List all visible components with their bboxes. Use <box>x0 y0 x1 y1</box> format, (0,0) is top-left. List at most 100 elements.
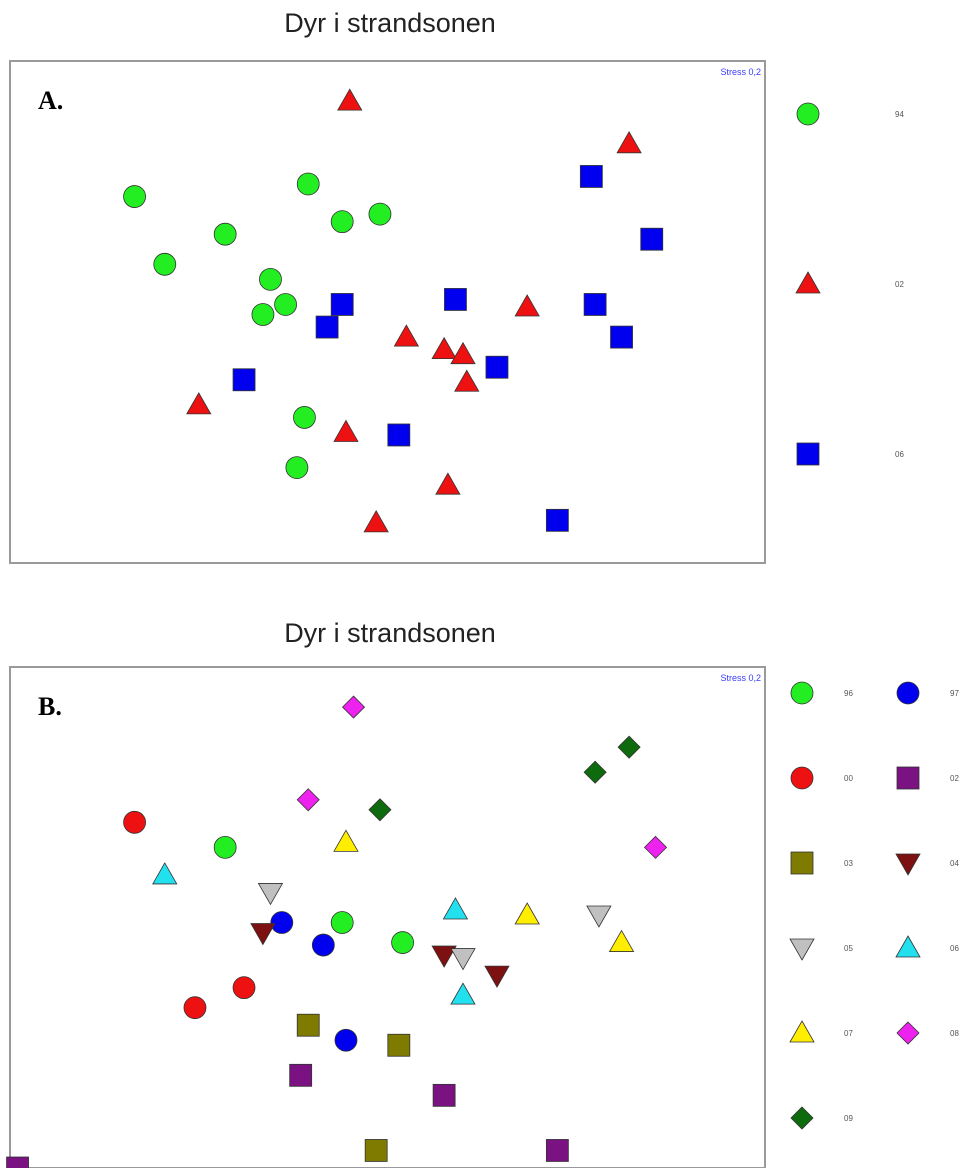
point-b-06-2 <box>442 897 469 920</box>
legend-marker-b-96 <box>790 681 814 705</box>
point-a-02-1 <box>337 88 363 111</box>
point-b-96-3 <box>391 931 415 954</box>
legend-marker-b-00 <box>790 766 814 790</box>
legend-label-a-94: 94 <box>895 110 904 119</box>
point-b-02-1 <box>289 1063 313 1087</box>
legend-label-b-07: 07 <box>844 1029 853 1038</box>
legend-marker-a-02 <box>795 271 821 294</box>
point-b-96-2 <box>330 911 354 934</box>
legend-label-b-09: 09 <box>844 1114 853 1123</box>
point-b-09-1 <box>617 735 641 759</box>
legend-label-b-96: 96 <box>844 689 853 698</box>
scatter-plot-a: A. Stress 0,2 94 02 06 <box>9 60 904 564</box>
legend-label-a-02: 02 <box>895 280 904 289</box>
point-b-04-3 <box>484 965 510 988</box>
point-b-97-1 <box>270 911 294 934</box>
point-a-02-10 <box>435 472 461 495</box>
point-b-08-3 <box>643 835 668 859</box>
point-b-07-1 <box>333 829 359 852</box>
point-b-04-1 <box>250 923 276 946</box>
point-b-00-1 <box>123 810 146 834</box>
point-b-04-2 <box>431 945 457 968</box>
point-a-02-2 <box>616 131 642 154</box>
legend-marker-b-02 <box>896 766 920 790</box>
point-b-09-2 <box>583 760 607 784</box>
point-a-94-1 <box>123 185 146 208</box>
point-a-02-5 <box>431 336 457 360</box>
point-b-05-1 <box>257 883 284 906</box>
legend-marker-b-04 <box>895 853 921 876</box>
point-b-03-3 <box>364 1139 388 1162</box>
legend-marker-b-09 <box>790 1106 814 1130</box>
point-b-09-3 <box>368 798 392 822</box>
point-a-06-11 <box>545 508 569 532</box>
scatter-plot-b: B. Stress 0,2 96 97 00 02 03 04 05 06 07 08 09 <box>6 666 959 1168</box>
point-a-94-6 <box>368 202 392 226</box>
legend-marker-b-05 <box>789 938 815 961</box>
legend-label-b-08: 08 <box>950 1029 959 1038</box>
point-b-07-2 <box>514 902 540 925</box>
point-a-02-6 <box>450 341 476 365</box>
point-b-00-3 <box>183 996 207 1020</box>
legend-label-b-05: 05 <box>844 944 853 953</box>
point-b-02-2 <box>432 1083 456 1107</box>
point-b-03-1 <box>296 1013 320 1037</box>
point-b-97-3 <box>334 1028 358 1052</box>
legend-label-b-03: 03 <box>844 859 853 868</box>
point-a-94-2 <box>213 222 237 246</box>
plot-frame-a <box>9 60 766 564</box>
legend-marker-b-08 <box>896 1021 920 1045</box>
point-a-94-5 <box>330 210 354 234</box>
point-a-94-4 <box>296 172 320 196</box>
point-a-02-4 <box>393 324 420 347</box>
point-a-94-7 <box>259 267 282 291</box>
point-b-06-1 <box>152 862 178 885</box>
point-a-94-11 <box>285 456 309 480</box>
legend-marker-b-03 <box>790 851 814 875</box>
chart-title-a: Dyr i strandsonen <box>284 8 496 38</box>
chart-panel-b: Dyr i strandsonen B. Stress 0,2 96 97 00 02 03… <box>0 610 967 1168</box>
point-b-02-3 <box>545 1139 569 1162</box>
legend-label-b-02: 02 <box>950 774 959 783</box>
point-a-06-1 <box>579 165 603 188</box>
point-a-06-8 <box>485 355 509 379</box>
legend-marker-b-97 <box>896 681 920 705</box>
legend-marker-a-06 <box>796 442 820 466</box>
point-b-02-4 <box>6 1156 29 1168</box>
point-b-96-1 <box>213 835 237 859</box>
legend-label-b-04: 04 <box>950 859 959 868</box>
point-b-05-2 <box>586 905 612 928</box>
point-b-97-2 <box>311 933 335 957</box>
legend-label-b-00: 00 <box>844 774 853 783</box>
point-a-94-9 <box>251 303 275 326</box>
stress-label-a: Stress 0,2 <box>720 67 761 77</box>
legend-label-b-06: 06 <box>950 944 959 953</box>
legend-marker-b-06 <box>895 935 921 958</box>
legend-label-b-97: 97 <box>950 689 959 698</box>
point-b-08-1 <box>341 695 366 719</box>
point-a-06-9 <box>232 368 256 392</box>
point-a-06-6 <box>315 315 339 339</box>
point-a-06-2 <box>640 227 664 251</box>
point-a-06-4 <box>444 288 467 311</box>
legend-marker-a-94 <box>796 102 820 126</box>
point-a-94-3 <box>153 252 177 276</box>
point-a-02-7 <box>454 369 480 392</box>
panel-label-a: A. <box>38 86 63 115</box>
point-a-06-10 <box>387 423 411 447</box>
stress-label-b: Stress 0,2 <box>720 673 761 683</box>
point-a-94-8 <box>274 293 297 316</box>
chart-title-b: Dyr i strandsonen <box>284 618 496 648</box>
chart-panel-a: Dyr i strandsonen A. Stress 0,2 94 02 06 <box>0 0 967 580</box>
point-a-06-3 <box>330 293 354 316</box>
legend-marker-b-07 <box>789 1020 815 1043</box>
point-b-05-3 <box>450 948 476 971</box>
point-a-02-9 <box>333 419 359 442</box>
point-b-07-3 <box>608 929 635 952</box>
plot-frame-b <box>9 666 766 1168</box>
point-b-06-3 <box>450 982 476 1005</box>
point-a-02-11 <box>363 510 389 533</box>
point-a-02-3 <box>514 294 540 317</box>
legend-label-a-06: 06 <box>895 450 904 459</box>
point-b-03-2 <box>387 1033 411 1057</box>
